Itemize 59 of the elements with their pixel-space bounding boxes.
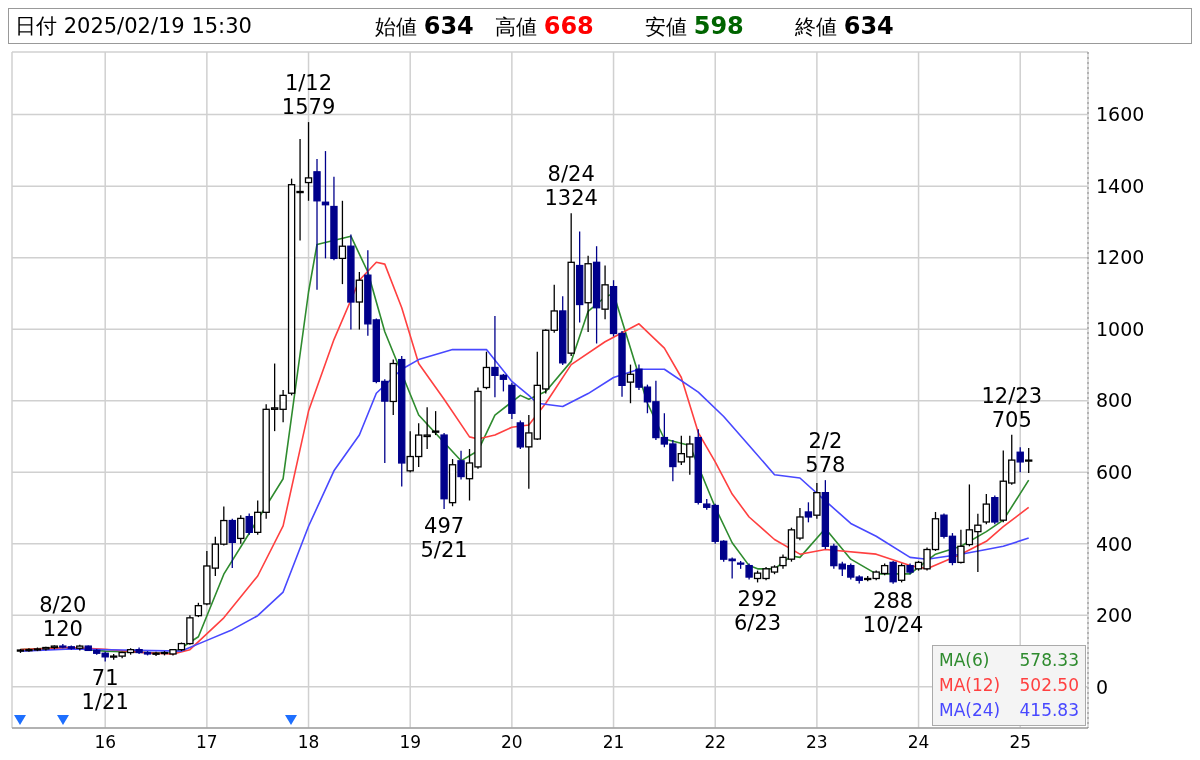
text: 始値 634	[375, 11, 475, 41]
annotation: 578.33	[1019, 649, 1079, 672]
text: MA(24)	[939, 699, 1001, 722]
annotation: 2/2 578	[805, 429, 846, 478]
candlestick	[431, 410, 440, 436]
x-tick-label: 24	[907, 732, 930, 753]
candlestick	[626, 363, 635, 404]
annotation: 1/12 1579	[281, 71, 336, 120]
y-tick-label: 200	[1096, 604, 1133, 627]
annotation: 8/20 120	[39, 592, 87, 641]
candlestick	[457, 450, 465, 481]
x-tick-label: 20	[501, 732, 523, 753]
y-tick-label: 0	[1096, 675, 1109, 698]
y-tick-label: 600	[1096, 461, 1133, 484]
annotation: 12/23 705	[981, 383, 1043, 432]
y-tick-label: 1000	[1096, 317, 1145, 340]
chart-title: 日付 2025/02/19 15:30	[15, 14, 252, 38]
y-tick-label: 400	[1096, 532, 1133, 555]
candlestick	[237, 514, 245, 545]
x-tick-label: 19	[399, 732, 422, 753]
candlestick	[957, 529, 965, 565]
text: MA(12)	[939, 674, 1001, 697]
annotation: 288 10/24	[862, 588, 924, 637]
candlestick	[245, 512, 253, 536]
annotation: 502.50	[1019, 674, 1079, 697]
annotation: 292 6/23	[733, 587, 782, 636]
annotation: 415.83	[1019, 699, 1079, 722]
y-tick-label: 1400	[1096, 174, 1145, 197]
annotation: 497 5/21	[420, 514, 468, 563]
candlestick	[1016, 446, 1024, 473]
x-tick-label: 22	[704, 732, 727, 753]
text: 終値 634	[795, 11, 895, 41]
candlestick	[897, 562, 906, 584]
x-tick-label: 25	[1009, 732, 1032, 753]
candlestick	[338, 200, 347, 285]
candlestick	[304, 121, 313, 202]
y-tick-label: 1600	[1096, 103, 1145, 126]
candlestick	[982, 493, 991, 525]
text: MA(6)	[939, 649, 990, 672]
text: 安値 598	[645, 11, 745, 41]
candlestick	[550, 284, 558, 334]
annotation: 71 1/21	[81, 666, 129, 715]
annotation: 8/24 1324	[544, 162, 598, 211]
x-tick-label: 16	[94, 732, 117, 753]
x-tick-label: 17	[196, 732, 218, 753]
y-tick-label: 1200	[1096, 246, 1145, 269]
x-tick-label: 18	[297, 732, 320, 753]
candlestick	[1024, 447, 1033, 474]
candlestick	[482, 351, 491, 390]
candlestick	[355, 271, 364, 331]
x-tick-label: 21	[602, 732, 625, 753]
candlestick	[516, 419, 525, 450]
candlestick	[228, 518, 236, 569]
text: 高値 668	[495, 11, 595, 41]
candlestick	[804, 501, 813, 523]
x-tick-label: 23	[806, 732, 828, 753]
candlestick	[813, 482, 821, 520]
y-tick-label: 800	[1096, 389, 1133, 412]
candlestick	[889, 560, 897, 585]
